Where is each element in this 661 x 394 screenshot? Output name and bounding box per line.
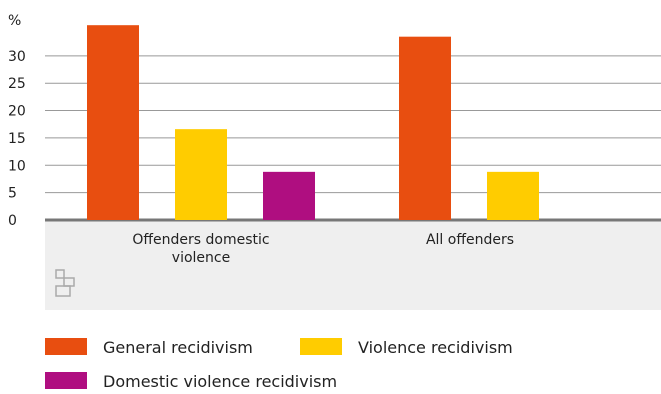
y-tick-label: 25 bbox=[8, 76, 26, 92]
bar bbox=[487, 171, 539, 220]
y-axis-label: % bbox=[8, 13, 21, 29]
logo bbox=[55, 269, 75, 297]
bar bbox=[399, 36, 451, 220]
legend-label: Domestic violence recidivism bbox=[103, 372, 337, 390]
legend-label: General recidivism bbox=[103, 338, 253, 357]
bar bbox=[175, 129, 227, 220]
legend-label: Violence recidivism bbox=[358, 338, 513, 357]
y-tick-label: 30 bbox=[8, 49, 26, 65]
x-tick-label: Offenders domestic violence bbox=[132, 232, 269, 266]
y-tick-label: 0 bbox=[8, 213, 17, 229]
y-tick-label: 20 bbox=[8, 104, 26, 120]
y-tick-label: 15 bbox=[8, 131, 26, 147]
bar bbox=[87, 25, 139, 220]
legend-swatch bbox=[45, 372, 87, 389]
category-band bbox=[45, 220, 661, 310]
y-tick-label: 5 bbox=[8, 186, 17, 202]
x-tick-label: All offenders bbox=[426, 232, 514, 248]
legend-swatch bbox=[300, 338, 342, 355]
y-tick-label: 10 bbox=[8, 158, 26, 174]
legend-swatch bbox=[45, 338, 87, 355]
bar bbox=[263, 171, 315, 220]
